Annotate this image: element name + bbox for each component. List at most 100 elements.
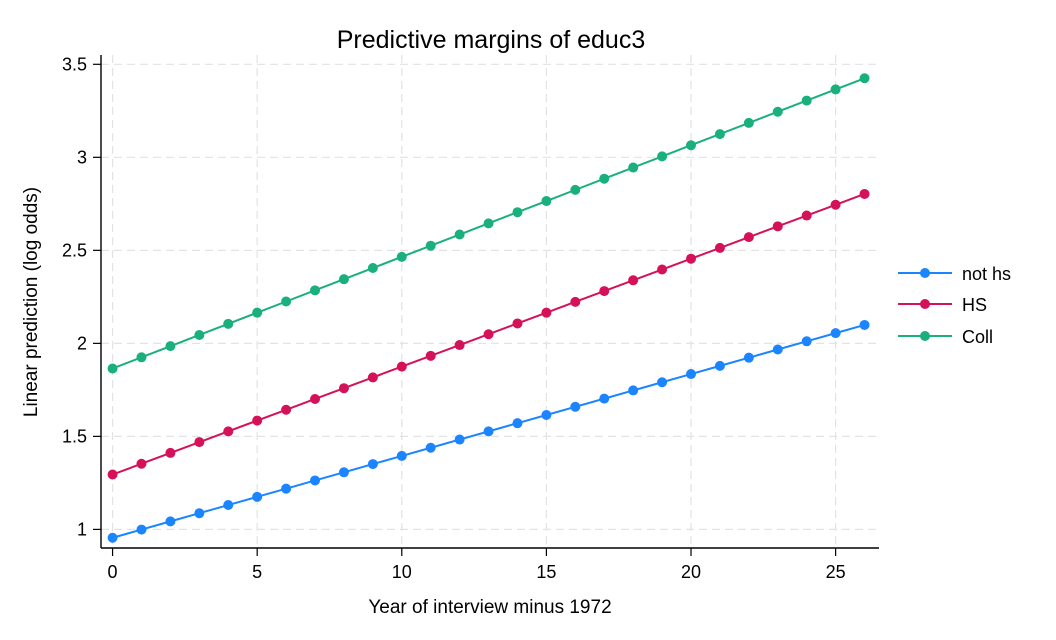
series-1-point-1 [136, 458, 147, 469]
series-1-point-0 [107, 469, 118, 480]
series-0-point-21 [714, 360, 725, 371]
series-2-point-18 [628, 162, 639, 173]
series-2-point-17 [599, 173, 610, 184]
series-0-point-18 [628, 385, 639, 396]
series-1-point-19 [657, 264, 668, 275]
series-layer [107, 73, 870, 543]
series-1-point-17 [599, 286, 610, 297]
series-2-point-25 [830, 84, 841, 95]
x-tick-label-3: 15 [536, 562, 556, 582]
series-1-point-25 [830, 199, 841, 210]
series-0-point-12 [454, 434, 465, 445]
series-2-point-15 [541, 196, 552, 207]
series-2-point-8 [338, 274, 349, 285]
chart-title: Predictive margins of educ3 [337, 26, 645, 54]
series-0-point-15 [541, 409, 552, 420]
legend-marker-1 [920, 299, 930, 309]
series-1-point-8 [338, 383, 349, 394]
series-2-point-23 [772, 106, 783, 117]
legend-label-1: HS [962, 295, 987, 315]
series-2-point-16 [570, 184, 581, 195]
x-tick-label-1: 5 [252, 562, 262, 582]
series-1-point-22 [743, 232, 754, 243]
series-1-point-16 [570, 296, 581, 307]
series-0-point-4 [223, 500, 234, 511]
series-2-point-12 [454, 229, 465, 240]
series-2-point-21 [714, 129, 725, 140]
series-1-point-18 [628, 275, 639, 286]
series-1-point-26 [859, 188, 870, 199]
series-0-point-2 [165, 516, 176, 527]
series-0-point-22 [743, 352, 754, 363]
series-1-point-4 [223, 426, 234, 437]
x-tick-label-4: 20 [681, 562, 701, 582]
series-0-point-11 [425, 442, 436, 453]
x-tick-label-0: 0 [108, 562, 118, 582]
legend-label-0: not hs [962, 264, 1011, 284]
series-1-point-6 [281, 404, 292, 415]
grid [101, 55, 879, 548]
series-2-point-26 [859, 73, 870, 84]
series-2-point-5 [252, 307, 263, 318]
series-2-point-6 [281, 296, 292, 307]
series-1-point-24 [801, 210, 812, 221]
y-axis-label: Linear prediction (log odds) [21, 187, 42, 417]
series-2-point-14 [512, 207, 523, 218]
series-1-point-20 [686, 253, 697, 264]
legend-marker-0 [920, 268, 930, 278]
series-0-point-25 [830, 328, 841, 339]
series-0-point-0 [107, 532, 118, 543]
y-tick-label-2: 2 [77, 333, 87, 353]
series-0-point-13 [483, 426, 494, 437]
series-0-point-26 [859, 319, 870, 330]
axis-ticks [93, 63, 837, 556]
series-1-point-10 [396, 361, 407, 372]
series-0-point-9 [367, 459, 378, 470]
series-0-point-19 [657, 377, 668, 388]
series-1-point-14 [512, 318, 523, 329]
series-1-point-12 [454, 340, 465, 351]
x-axis-label: Year of interview minus 1972 [368, 597, 611, 618]
y-tick-label-5: 3.5 [62, 54, 87, 74]
series-0-point-24 [801, 336, 812, 347]
y-tick-label-3: 2.5 [62, 240, 87, 260]
legend: not hs HS Coll [898, 264, 1011, 347]
series-0-point-14 [512, 418, 523, 429]
series-0-point-20 [686, 369, 697, 380]
series-1-point-13 [483, 329, 494, 340]
series-0-point-7 [310, 475, 321, 486]
series-0-point-16 [570, 401, 581, 412]
series-0-point-6 [281, 483, 292, 494]
y-tick-label-4: 3 [77, 147, 87, 167]
series-1-point-15 [541, 307, 552, 318]
series-2-point-2 [165, 341, 176, 352]
series-2-point-3 [194, 329, 205, 340]
series-0-point-10 [396, 450, 407, 461]
series-1-point-2 [165, 447, 176, 458]
series-0-point-17 [599, 393, 610, 404]
axis-tick-labels: 0 5 10 15 20 25 1 1.5 2 2.5 3 3.5 [62, 54, 846, 582]
series-2-point-24 [801, 95, 812, 106]
series-1-point-23 [772, 221, 783, 232]
series-0-point-8 [338, 467, 349, 478]
legend-marker-2 [920, 331, 930, 341]
series-2-point-1 [136, 352, 147, 363]
series-1-point-7 [310, 393, 321, 404]
series-1-point-21 [714, 242, 725, 253]
series-1-point-3 [194, 437, 205, 448]
series-2-point-19 [657, 151, 668, 162]
legend-label-2: Coll [962, 327, 993, 347]
series-2-point-0 [107, 363, 118, 374]
series-1-point-11 [425, 350, 436, 361]
x-tick-label-2: 10 [392, 562, 412, 582]
series-0-point-5 [252, 491, 263, 502]
series-2-point-7 [310, 285, 321, 296]
series-2-point-13 [483, 218, 494, 229]
series-2-point-9 [367, 263, 378, 274]
y-tick-label-1: 1.5 [62, 426, 87, 446]
series-1-point-9 [367, 372, 378, 383]
series-2-point-22 [743, 117, 754, 128]
series-0-point-23 [772, 344, 783, 355]
series-2-point-20 [686, 140, 697, 151]
